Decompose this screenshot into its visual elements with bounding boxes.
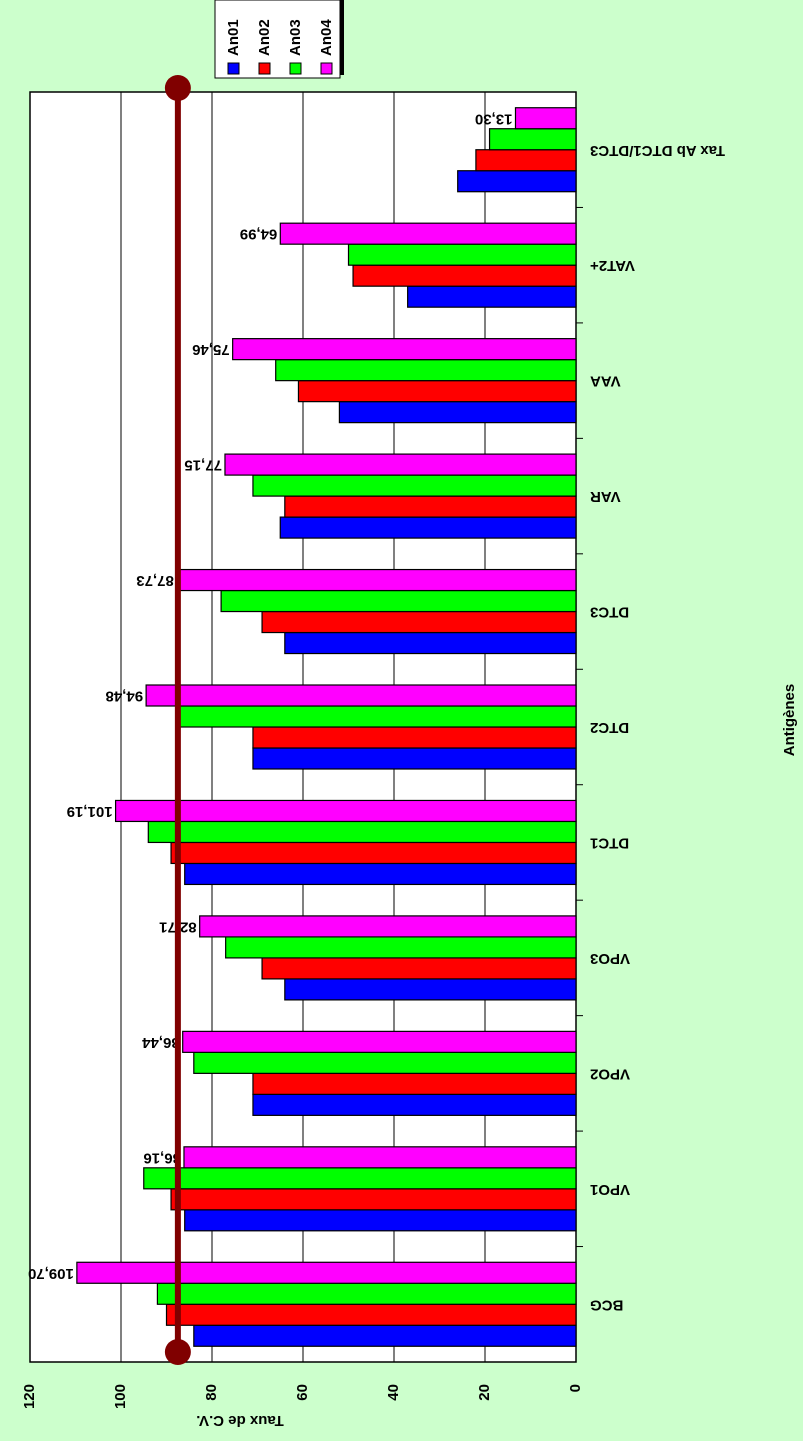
bar [284,978,577,1001]
bar [252,1072,577,1095]
x-tick-label: VAR [590,488,621,505]
x-tick-label: VPO2 [590,1065,630,1082]
bar [279,516,577,539]
x-tick-label: VAT2+ [590,257,635,274]
bar [475,149,577,172]
bar [147,820,577,844]
y-tick-label: 20 [476,1384,493,1401]
bar [261,610,577,634]
bar [252,747,577,770]
y-tick-label: 40 [385,1384,402,1401]
bar [284,495,577,518]
bar [183,1146,577,1169]
bar [199,915,577,938]
data-label: 64,99 [240,226,278,243]
bar [488,128,577,151]
bar [220,589,577,613]
legend-swatch [258,62,271,75]
bar [193,1324,577,1347]
bar [143,1167,577,1190]
data-label: 86,44 [142,1034,180,1051]
bar [279,222,577,245]
bar [225,936,577,959]
bar [275,359,577,382]
data-label: 13,30 [475,110,513,127]
legend-label: An01 [225,19,242,56]
bar [184,862,577,886]
data-label: 77,15 [184,457,222,474]
y-tick-label: 60 [294,1384,311,1401]
x-tick-label: VAA [590,373,621,390]
bar [175,705,577,728]
data-label: 75,46 [192,341,230,358]
bar [76,1261,577,1284]
reference-end [164,1339,191,1365]
y-tick-label: 0 [567,1384,584,1392]
data-label: 87,73 [136,572,174,589]
bar [457,170,577,193]
legend-label: An04 [318,19,335,56]
bar [145,684,577,707]
bar [176,568,577,592]
x-tick-label: DTC3 [590,604,629,621]
bar [224,453,577,476]
bar [297,380,577,403]
reference-end [164,75,191,101]
x-tick-label: Tax Ab DTC1/DTC3 [590,142,725,159]
bar [252,726,577,749]
x-tick-label: DTC2 [590,719,629,736]
legend-swatch [289,62,302,75]
data-label: 101,19 [67,803,113,820]
x-tick-label: BCG [590,1296,623,1313]
y-axis-title: Taux de C.V. [196,1412,284,1429]
legend [214,0,341,79]
bar [170,1188,577,1211]
bar [165,1303,577,1326]
bar [252,1093,577,1116]
bar [252,474,577,497]
bar [261,957,577,980]
rotated-chart: Antigènes Taux de C.V. 0 20 40 60 80 100 120 BC… [21,0,798,1429]
bar [232,338,577,361]
data-label: 109,70 [28,1265,74,1282]
legend-swatch [320,62,333,75]
legend-label: An03 [287,19,304,56]
bar [182,1030,577,1053]
y-tick-label: 120 [21,1384,38,1409]
legend-label: An02 [256,19,273,56]
x-tick-label: DTC1 [590,834,629,851]
bar [514,107,577,130]
bar [338,401,577,424]
bar [193,1051,577,1074]
bar [352,264,577,287]
bar [407,285,577,308]
bar [114,799,577,823]
legend-swatch [227,62,240,75]
y-tick-label: 80 [203,1384,220,1401]
bar [170,841,577,865]
x-tick-label: VPO3 [590,950,630,967]
y-tick-label: 100 [112,1384,129,1409]
bar [184,1209,577,1232]
bar [156,1282,577,1305]
data-label: 86,16 [143,1149,181,1166]
bar [284,631,577,655]
x-axis-title: Antigènes [781,684,798,757]
data-label: 94,48 [106,688,144,705]
bar [347,243,577,266]
x-tick-label: VPO1 [590,1181,630,1198]
